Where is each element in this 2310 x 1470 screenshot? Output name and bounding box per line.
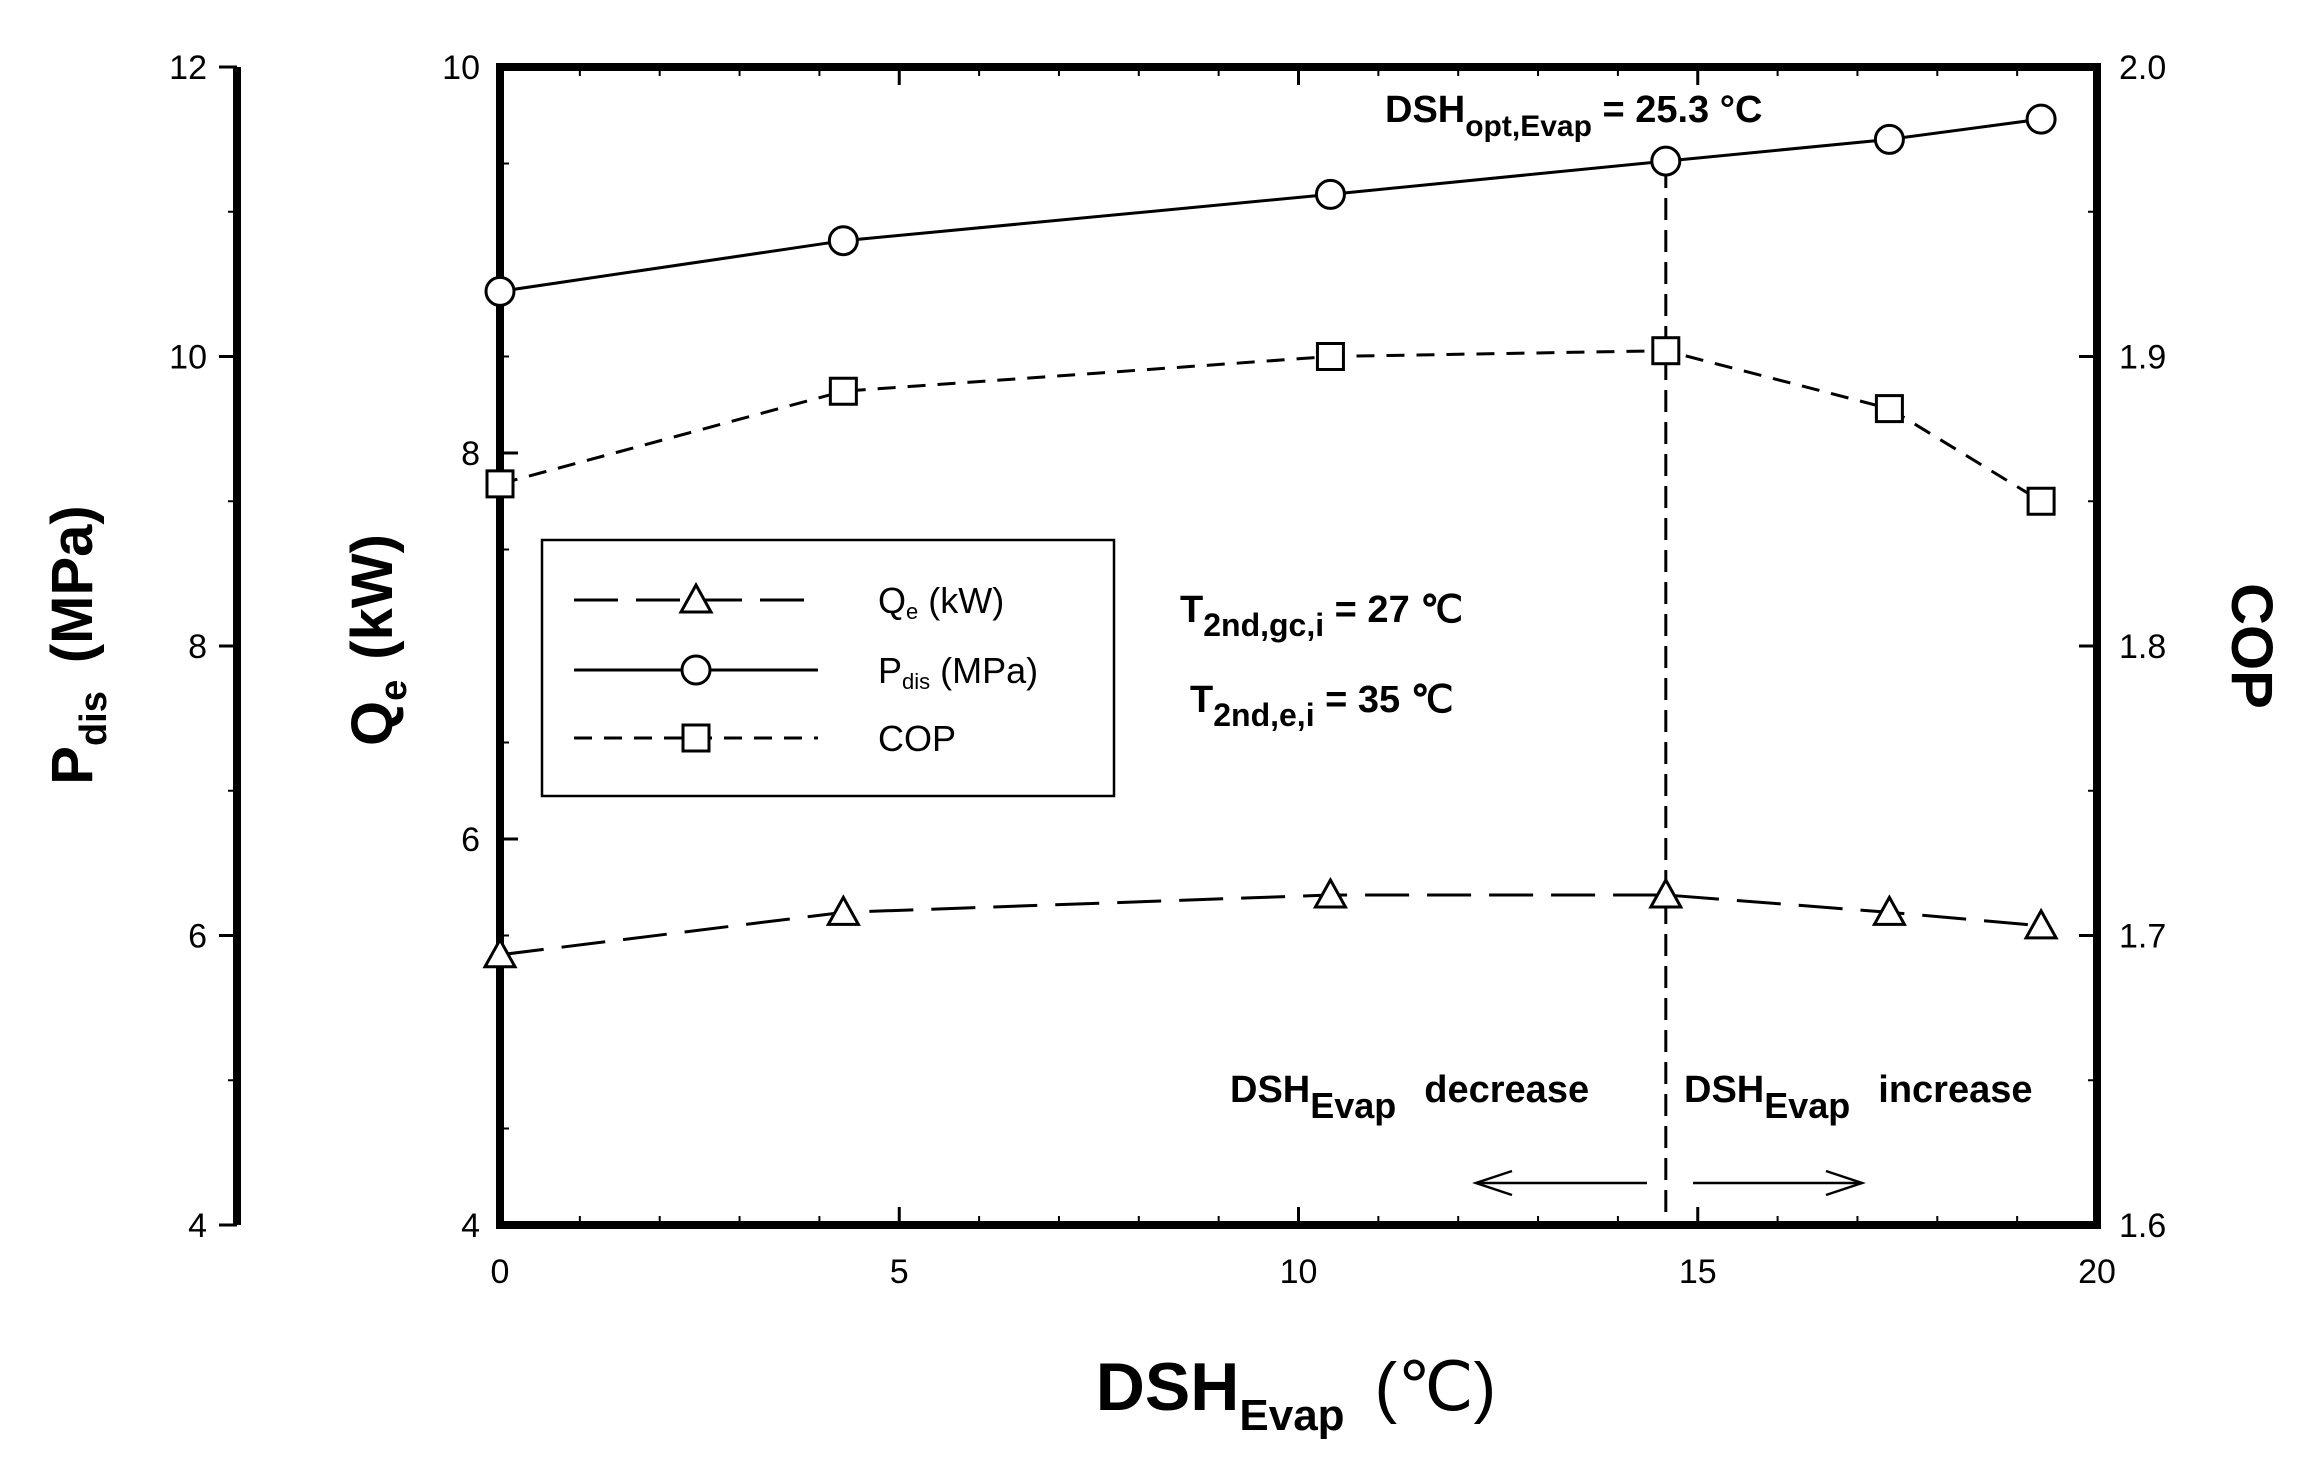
- condition-e: T2nd,e,i = 35 ℃: [1190, 679, 1453, 733]
- pdis-tick-label: 8: [188, 628, 207, 666]
- pdis-tick-label: 4: [188, 1207, 207, 1245]
- cop-series-line: [499, 349, 2042, 503]
- pdis-title-sub: dis: [73, 691, 115, 746]
- direction-increase-word: increase: [1878, 1069, 2032, 1111]
- pdis-title-unit: (MPa): [40, 505, 105, 663]
- x-tick-label: 20: [2078, 1253, 2116, 1291]
- qe-title-unit: (kW): [340, 534, 405, 660]
- qe-axis-title: Qe (kW): [340, 534, 415, 746]
- direction-decrease: DSHEvap decrease: [1230, 1069, 1589, 1126]
- cop-legend-label: COP: [878, 718, 956, 759]
- condition-e-value: = 35 ℃: [1315, 679, 1454, 721]
- pdis-data-point: [1873, 123, 1905, 155]
- cop-data-point: [1874, 394, 1904, 424]
- direction-decrease-main: DSH: [1230, 1069, 1310, 1111]
- qe-title-main: Q: [340, 701, 405, 746]
- pdis-tick-label: 12: [169, 49, 207, 87]
- qe-data-point: [482, 936, 518, 969]
- decrease-arrow: [1472, 1169, 1647, 1197]
- direction-increase-main: DSH: [1684, 1069, 1764, 1111]
- x-tick-label: 10: [1280, 1253, 1318, 1291]
- x-title-main: DSH: [1096, 1349, 1240, 1425]
- legend-items: Qe (kW) Pdis (MPa) COP: [574, 580, 1038, 759]
- pdis-axis-title: Pdis (MPa): [40, 505, 115, 784]
- increase-arrow: [1693, 1169, 1866, 1197]
- cop-axis-title: COP: [2219, 583, 2284, 709]
- pdis-series-line: [499, 117, 2042, 293]
- condition-gc-main: T: [1180, 589, 1203, 631]
- direction-decrease-sub: Evap: [1310, 1085, 1396, 1126]
- series-markers: [482, 103, 2059, 969]
- qe-data-point: [1312, 876, 1348, 909]
- direction-increase: DSHEvap increase: [1684, 1069, 2033, 1126]
- cop-axis-ticks: 1.6 1.7 1.8 1.9 2.0: [2079, 49, 2166, 1245]
- x-axis-ticks: 0 5 10 15 20: [491, 67, 2116, 1291]
- qe-tick-label: 6: [461, 821, 480, 859]
- x-tick-label: 0: [491, 1253, 510, 1291]
- cop-data-point: [1651, 336, 1681, 366]
- pdis-data-point: [827, 225, 859, 257]
- qe-legend-marker: [678, 581, 714, 614]
- cop-data-point: [485, 469, 515, 499]
- cop-data-point: [2026, 486, 2056, 516]
- condition-e-sub: 2nd,e,i: [1213, 697, 1314, 733]
- qe-tick-label: 10: [442, 49, 480, 87]
- cop-legend-marker: [681, 723, 711, 753]
- pdis-tick-label: 10: [169, 339, 207, 377]
- cop-tick-label: 1.7: [2119, 918, 2166, 956]
- direction-decrease-word: decrease: [1424, 1069, 1589, 1111]
- qe-data-point: [2023, 907, 2059, 940]
- x-axis-title: DSHEvap (℃): [1096, 1349, 1496, 1440]
- pdis-legend-marker: [680, 654, 712, 686]
- qe-data-point: [1648, 876, 1684, 909]
- qe-title-sub: e: [373, 680, 415, 701]
- qe-axis-ticks: 4 6 8 10: [442, 49, 518, 1245]
- x-title-sub: Evap: [1239, 1391, 1344, 1440]
- pdis-data-point: [2025, 103, 2057, 135]
- pdis-data-point: [484, 275, 516, 307]
- condition-gc: T2nd,gc,i = 27 ℃: [1180, 589, 1463, 643]
- pdis-axis-ticks: 4 6 8 10 12: [169, 49, 237, 1245]
- x-title-unit: (℃): [1375, 1349, 1497, 1425]
- x-tick-label: 5: [890, 1253, 909, 1291]
- cop-tick-label: 1.9: [2119, 339, 2166, 377]
- cop-tick-label: 1.6: [2119, 1207, 2166, 1245]
- optimum-label: DSHopt,Evap = 25.3 °C: [1385, 89, 1762, 143]
- qe-tick-label: 4: [461, 1207, 480, 1245]
- pdis-legend-label: Pdis (MPa): [878, 650, 1038, 694]
- legend-box: [540, 538, 1116, 798]
- legend: Qe (kW) Pdis (MPa) COP: [540, 538, 1116, 798]
- condition-e-main: T: [1190, 679, 1213, 721]
- pdis-data-point: [1650, 145, 1682, 177]
- qe-legend-label: Qe (kW): [878, 580, 1004, 624]
- qe-data-point: [825, 894, 861, 926]
- pdis-tick-label: 6: [188, 918, 207, 956]
- qe-series-line: [499, 893, 2042, 957]
- series-lines: [499, 117, 2042, 957]
- optimum-label-value: = 25.3 °C: [1592, 89, 1762, 131]
- pdis-data-point: [1314, 178, 1346, 210]
- qe-tick-label: 8: [461, 435, 480, 473]
- condition-gc-sub: 2nd,gc,i: [1203, 607, 1324, 643]
- cop-data-point: [828, 376, 858, 406]
- direction-increase-sub: Evap: [1764, 1085, 1850, 1126]
- pdis-title-main: P: [40, 746, 105, 785]
- condition-gc-value: = 27 ℃: [1324, 589, 1463, 631]
- qe-data-point: [1871, 894, 1907, 926]
- cop-data-point: [1315, 342, 1345, 371]
- cop-tick-label: 2.0: [2119, 49, 2166, 87]
- x-tick-label: 15: [1679, 1253, 1717, 1291]
- cop-tick-label: 1.8: [2119, 628, 2166, 666]
- optimum-label-sub: opt,Evap: [1465, 110, 1592, 143]
- optimum-label-main: DSH: [1385, 89, 1465, 131]
